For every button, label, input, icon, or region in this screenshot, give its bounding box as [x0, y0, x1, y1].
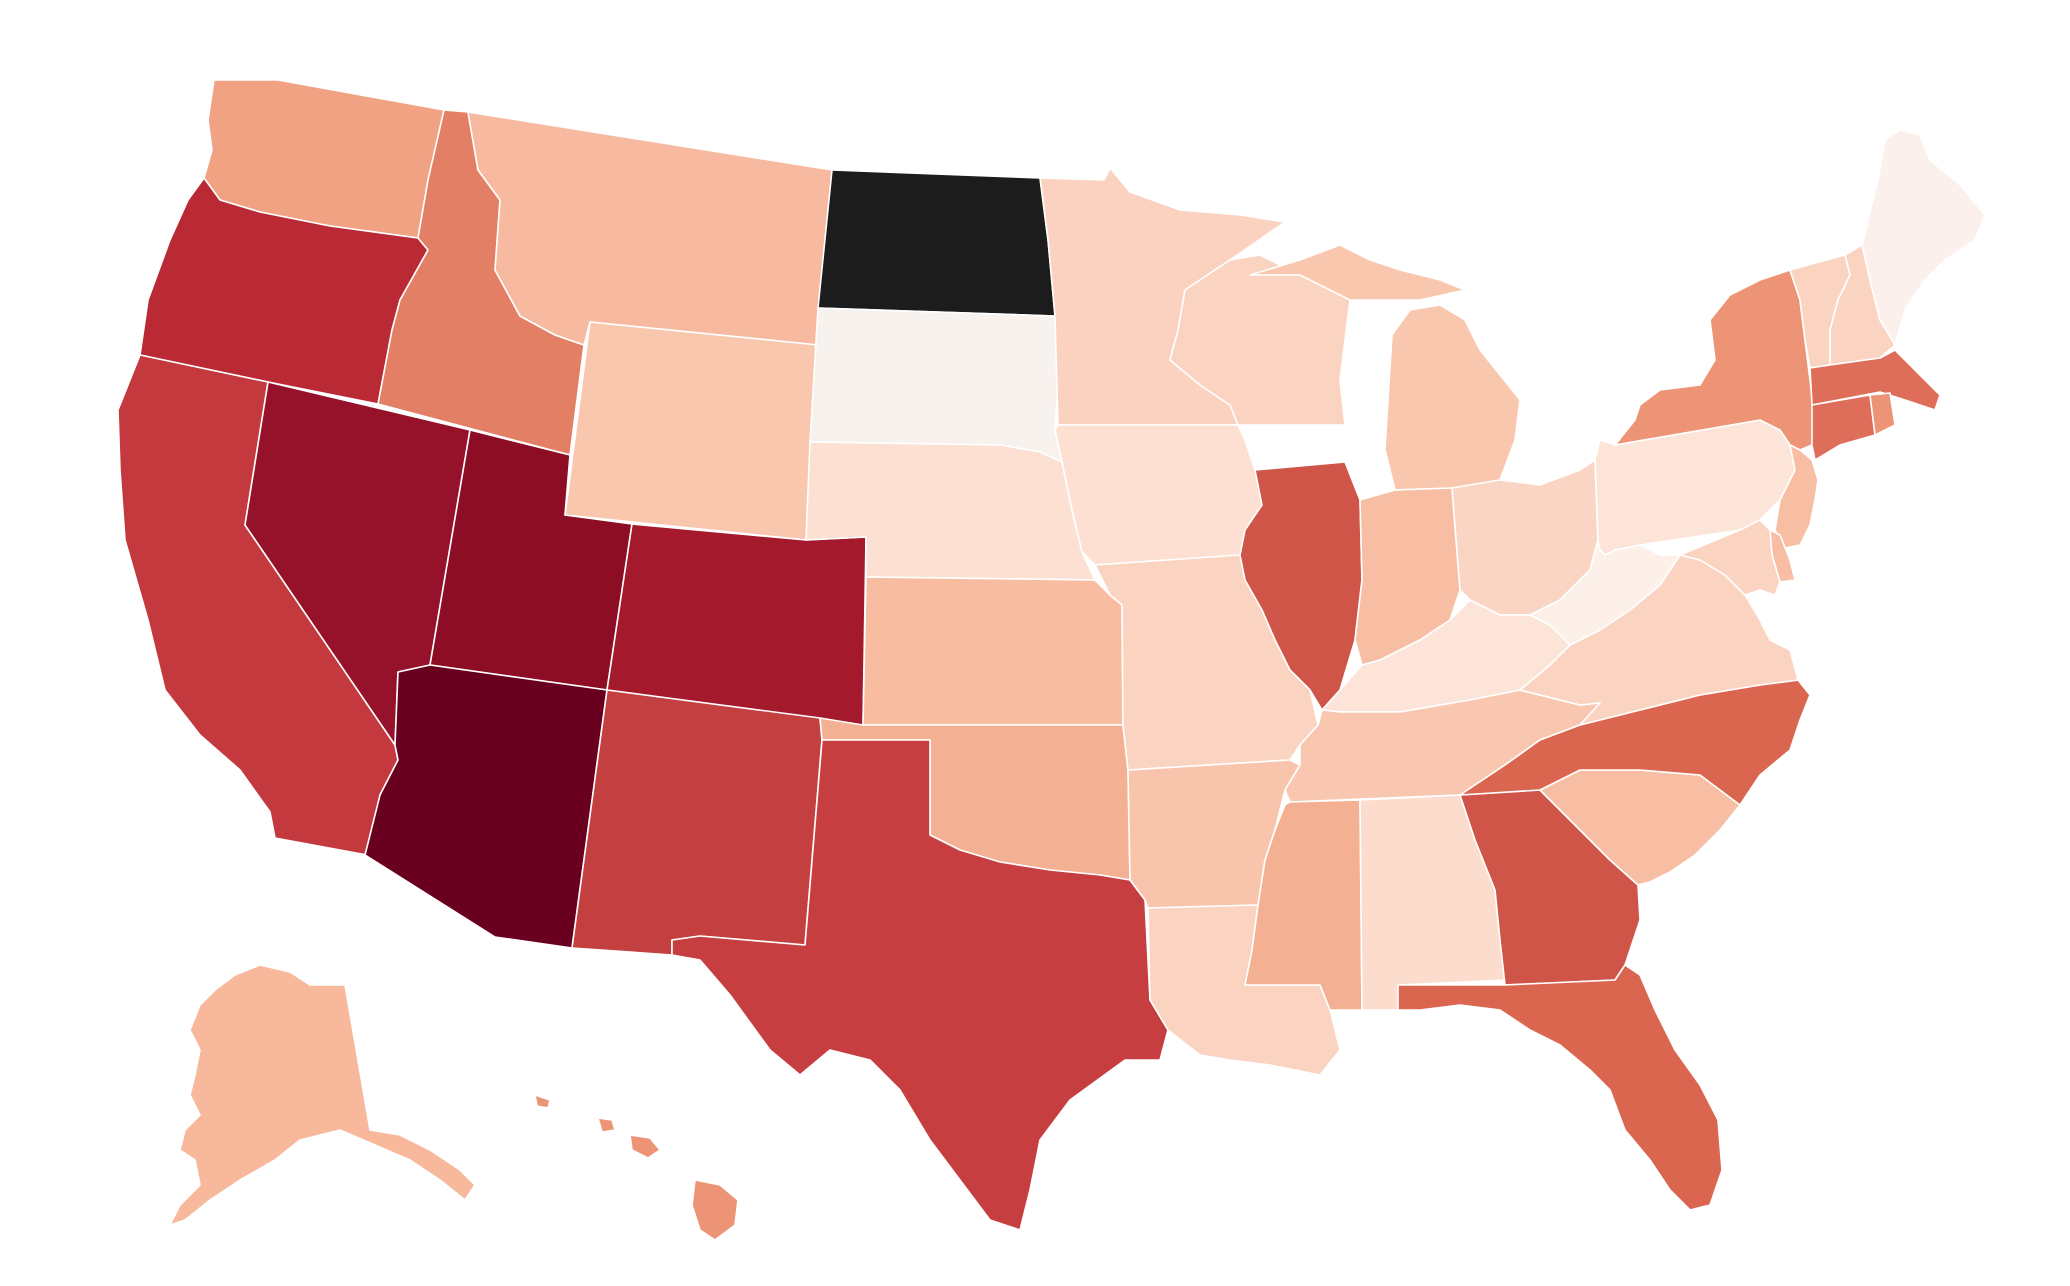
state-SD[interactable] — [809, 307, 1063, 463]
state-ME[interactable] — [1861, 129, 1986, 346]
state-IA[interactable] — [1054, 424, 1263, 566]
state-MA[interactable] — [1809, 349, 1941, 411]
state-TX[interactable] — [671, 739, 1169, 1231]
state-KS[interactable] — [862, 576, 1124, 726]
state-ND[interactable] — [817, 169, 1056, 317]
state-NJ[interactable] — [1774, 444, 1819, 549]
state-HI[interactable] — [534, 1094, 739, 1241]
state-WY[interactable] — [564, 321, 819, 541]
state-NM[interactable] — [571, 689, 823, 956]
state-FL[interactable] — [1397, 964, 1723, 1211]
state-MD[interactable] — [1679, 519, 1781, 596]
state-WI[interactable] — [1169, 254, 1351, 426]
states-layer — [117, 79, 1986, 1241]
state-RI[interactable] — [1869, 392, 1896, 436]
state-AK[interactable] — [169, 964, 476, 1226]
state-MI[interactable] — [1249, 244, 1521, 491]
